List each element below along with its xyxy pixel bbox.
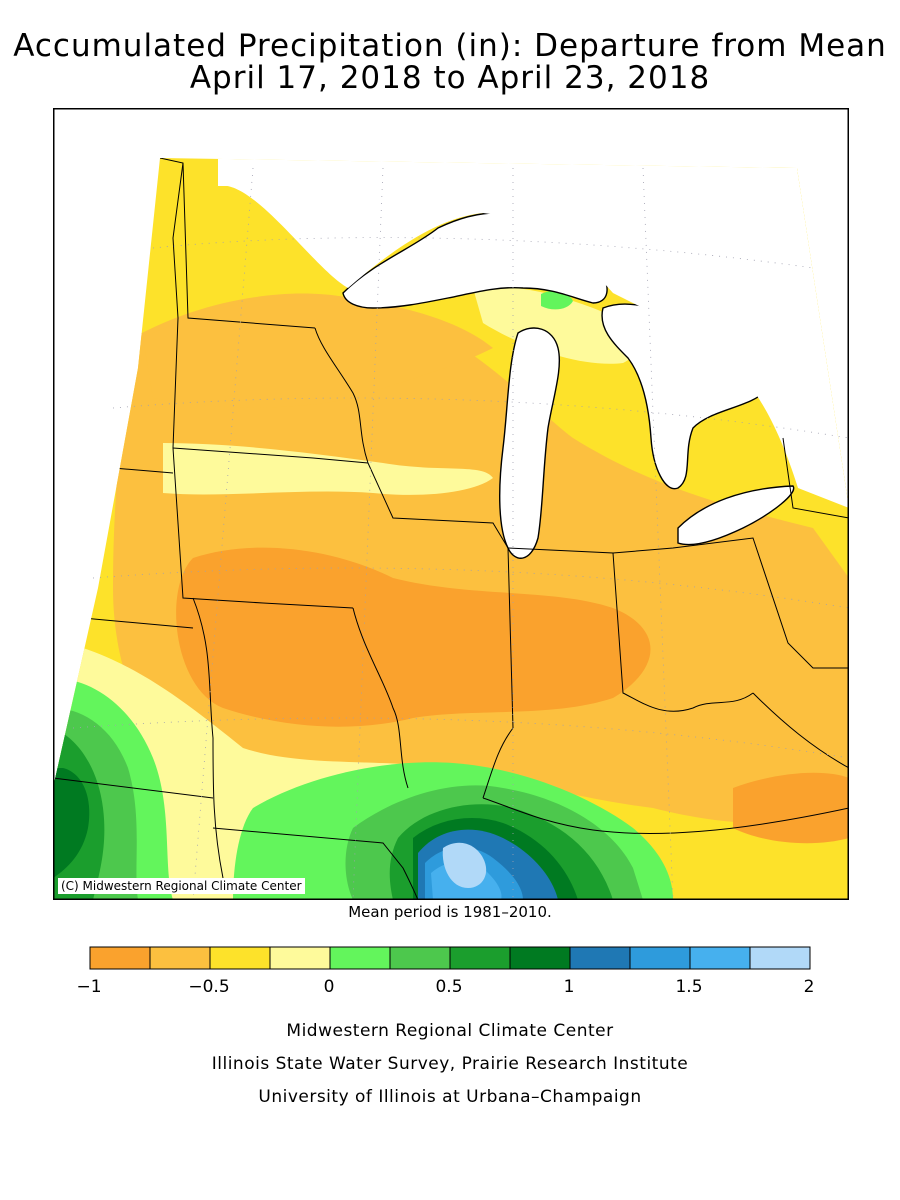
legend-tick-label: −0.5: [188, 977, 230, 997]
legend-swatch: [449, 946, 511, 970]
precipitation-departure-map: [53, 108, 849, 900]
legend-swatch: [329, 946, 391, 970]
field-lightyellow-north: [473, 286, 638, 364]
map-title: Accumulated Precipitation (in): Departur…: [13, 28, 887, 64]
state-boundaries: [53, 158, 849, 900]
color-legend: [89, 946, 811, 970]
legend-swatch: [89, 946, 151, 970]
legend-tick-label: 0.5: [435, 977, 463, 997]
graticule: [72, 167, 849, 900]
legend-swatch: [509, 946, 571, 970]
map-credit: (C) Midwestern Regional Climate Center: [58, 878, 305, 894]
legend-tick-label: −1: [76, 977, 102, 997]
legend-swatch: [629, 946, 691, 970]
lake-michigan: [499, 327, 561, 559]
legend-tick-label: 0: [323, 977, 335, 997]
field-orange-dark: [176, 547, 651, 727]
legend-swatch: [209, 946, 271, 970]
lake-erie: [677, 485, 795, 546]
field-green-west-darkest: [53, 768, 90, 878]
footer-organization: Midwestern Regional Climate Center: [286, 1021, 614, 1041]
legend-swatch: [389, 946, 451, 970]
legend-swatch: [269, 946, 331, 970]
field-orange-east: [733, 772, 849, 844]
footer-survey: Illinois State Water Survey, Prairie Res…: [211, 1054, 689, 1074]
legend-swatch: [569, 946, 631, 970]
field-green-up: [541, 290, 573, 310]
field-blue-lightest: [442, 842, 487, 888]
map-date-range: April 17, 2018 to April 23, 2018: [189, 60, 711, 96]
footer-university: University of Illinois at Urbana–Champai…: [258, 1087, 642, 1107]
mean-period-note: Mean period is 1981–2010.: [348, 903, 552, 921]
legend-swatch: [689, 946, 751, 970]
map-frame: [53, 108, 849, 900]
canada-strip: [218, 158, 343, 186]
field-orange-north: [143, 294, 493, 408]
legend-swatch: [149, 946, 211, 970]
legend-tick-label: 1: [563, 977, 575, 997]
legend-tick-label: 1.5: [675, 977, 703, 997]
canada-area: [218, 158, 849, 508]
lake-superior: [342, 212, 608, 309]
legend-swatch: [749, 946, 811, 970]
field-lightyellow-band: [163, 443, 493, 495]
legend-tick-label: 2: [803, 977, 815, 997]
